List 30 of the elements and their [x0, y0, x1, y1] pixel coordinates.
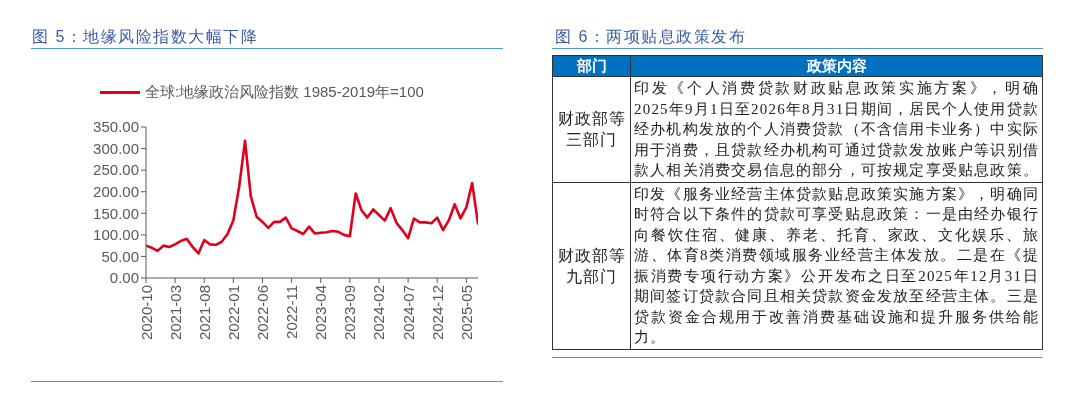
- x-tick-label: 2022-11: [283, 285, 301, 339]
- x-tick-label: 2021-03: [166, 285, 184, 341]
- y-tick-label: 350.00: [93, 118, 139, 136]
- x-tick-label: 2022-01: [224, 285, 242, 341]
- y-tick-label: 100.00: [93, 226, 139, 244]
- y-tick-label: 50.00: [101, 247, 139, 265]
- text: 图 6：两项贴息政策发布: [555, 28, 747, 45]
- x-tick-label: 2023-04: [312, 285, 330, 341]
- x-tick-label: 2024-12: [428, 285, 446, 341]
- legend-label: 全球:地缘政治风险指数 1985-2019年=100: [145, 83, 424, 100]
- y-tick-label: 250.00: [93, 161, 139, 179]
- text: 印发《服务业经营主体贷款贴息政策实施方案》，明确同时符合以下条件的贷款可享受贴息政策：一是由经办银行向餐饮住宿、健康、养老、托育、家政、文化娱乐、旅游、体育8类消费领域服务业经营主体发放。二是在《提振消费专项行动方案》公开发布之日至2025年12月31日期间签订贷款合同且相关贷款资金发放至经营主体。三是贷款资金合规用于改善消费基础设施和提升服务供给能力。: [634, 185, 1039, 345]
- text: 印发《个人消费贷款财政贴息政策实施方案》，明确2025年9月1日至2026年8月31日期间，居民个人使用贷款经办机构发放的个人消费贷款（不含信用卡业务）中实际用于消费，且贷款经办机构可通过贷款发放账户等识别借款人相关消费交易信息的部分，可按规定享受贴息政策。: [634, 80, 1039, 178]
- line-series: [146, 139, 478, 255]
- text: 财政部等九部门: [557, 246, 626, 285]
- text: 部门: [576, 58, 607, 74]
- x-tick-label: 2024-02: [370, 285, 388, 341]
- x-tick-label: 2025-05: [457, 285, 475, 341]
- y-tick-label: 300.00: [93, 139, 139, 157]
- text: 政策内容: [806, 58, 867, 74]
- text: 财政部等三部门: [557, 110, 626, 149]
- x-tick-label: 2023-09: [341, 285, 359, 341]
- x-tick-label: 2020-10: [137, 285, 155, 341]
- y-tick-label: 150.00: [93, 204, 139, 222]
- x-tick-label: 2024-07: [399, 285, 417, 341]
- y-tick-label: 0.00: [109, 269, 139, 287]
- x-tick-label: 2021-08: [195, 285, 213, 341]
- y-tick-label: 200.00: [93, 183, 139, 201]
- chart-title: 图 5：地缘风险指数大幅下降: [32, 28, 259, 45]
- x-tick-label: 2022-06: [253, 285, 271, 341]
